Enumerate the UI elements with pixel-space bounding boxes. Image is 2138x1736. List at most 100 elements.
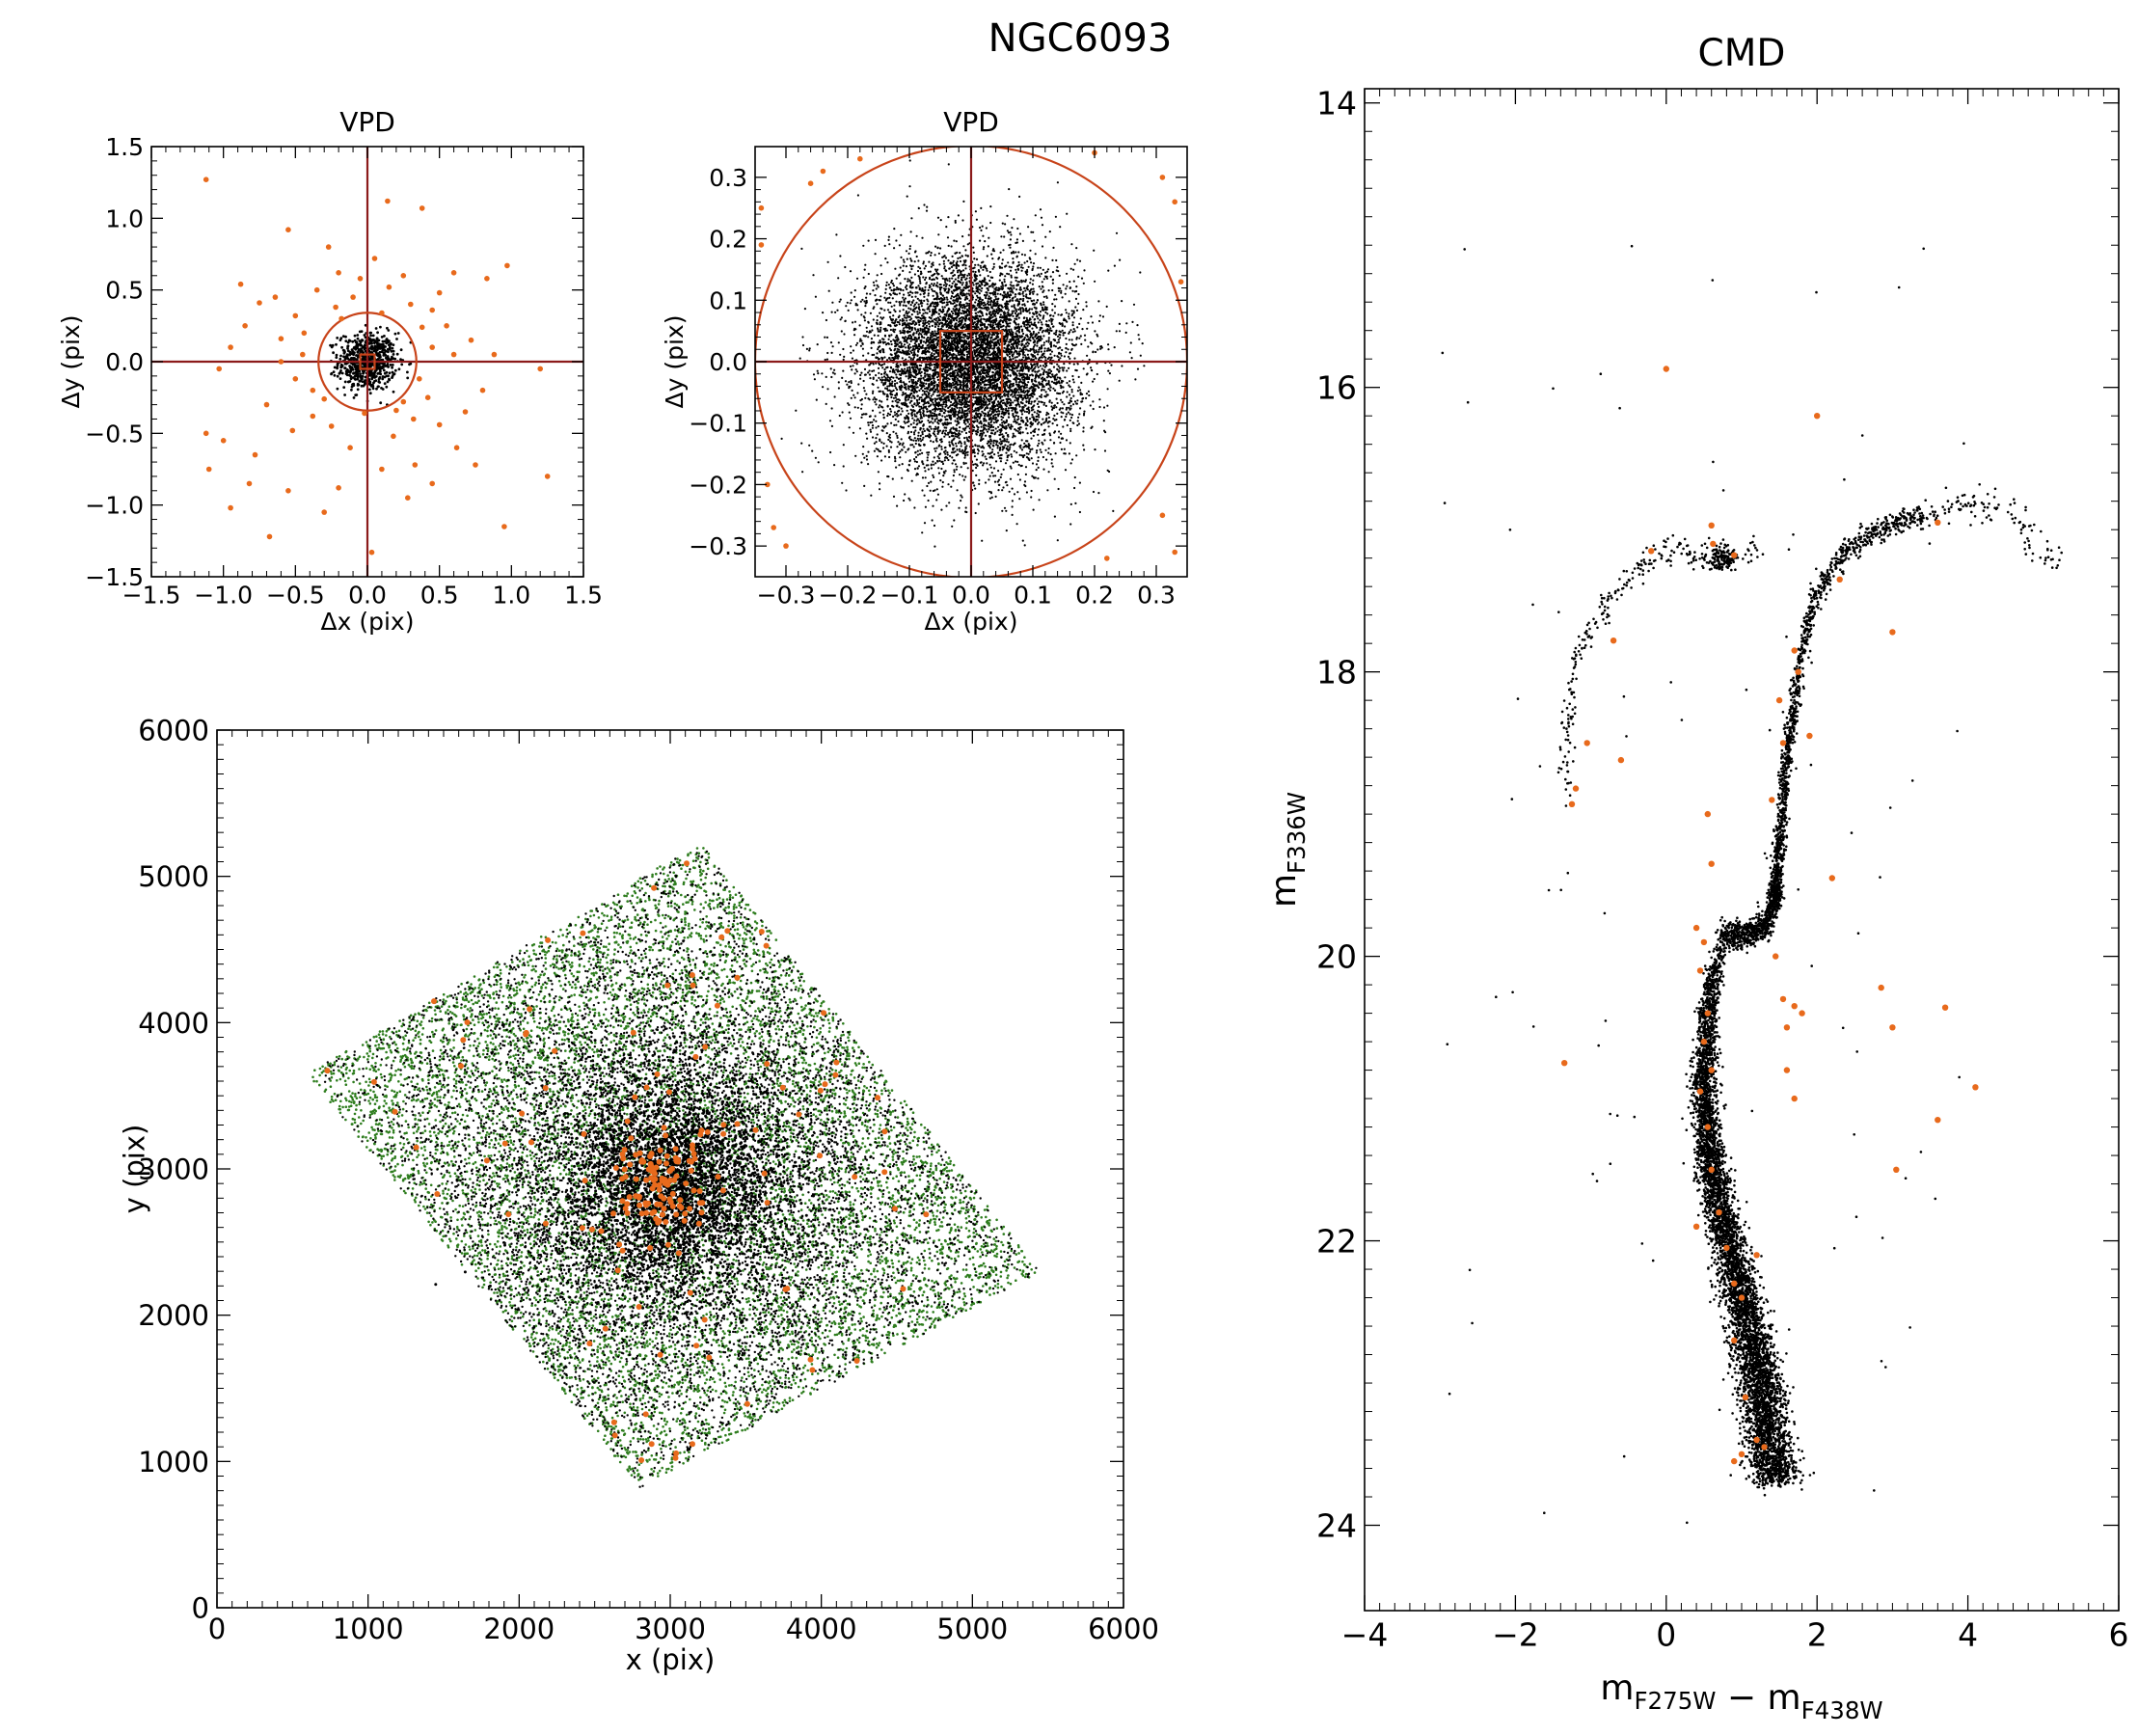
vpd-zoom-selected-stars-point — [1012, 357, 1015, 361]
vpd-zoom-selected-stars-point — [837, 277, 840, 280]
vpd-zoom-selected-stars-point — [932, 285, 935, 287]
vpd-zoom-selected-stars-point — [965, 292, 968, 295]
vpd-zoom-selected-stars-point — [951, 255, 954, 258]
vpd-zoom-selected-stars-point — [878, 358, 880, 361]
vpd-zoom-selected-stars-point — [950, 245, 953, 248]
vpd-zoom-selected-stars-point — [1037, 445, 1040, 448]
vpd-wide-rejected-stars-point — [362, 410, 367, 417]
vpd-zoom-selected-stars-point — [1008, 273, 1011, 276]
vpd-wide-selected-stars-point — [360, 384, 364, 388]
vpd-wide-selected-stars-point — [339, 354, 342, 358]
vpd-zoom-selected-stars-point — [848, 403, 851, 406]
vpd-zoom-selected-stars-point — [1026, 259, 1029, 263]
vpd-zoom-selected-stars-point — [812, 373, 816, 376]
vpd-zoom-selected-stars-point — [879, 411, 881, 414]
vpd-wide-rejected-stars-point — [242, 323, 248, 329]
vpd-zoom-selected-stars-point — [957, 276, 960, 280]
vpd-zoom-selected-stars-point — [957, 357, 960, 361]
vpd-zoom-selected-stars-point — [1043, 350, 1046, 353]
vpd-zoom-selected-stars-point — [919, 413, 922, 416]
vpd-zoom-selected-stars-point — [924, 505, 928, 508]
vpd-zoom-selected-stars-point — [1039, 311, 1042, 313]
vpd-zoom-selected-stars-point — [1077, 375, 1080, 378]
vpd-zoom-selected-stars-point — [981, 450, 984, 453]
vpd-zoom-selected-stars-point — [934, 330, 936, 333]
vpd-wide-rejected-stars-point — [408, 301, 414, 308]
vpd-zoom-selected-stars-point — [948, 502, 951, 504]
vpd-zoom-selected-stars-point — [992, 467, 996, 470]
vpd-wide-selected-stars-point — [375, 348, 378, 352]
vpd-wide-selected-stars-point — [381, 375, 385, 378]
vpd-zoom-selected-stars-point — [938, 323, 941, 326]
vpd-zoom-selected-stars-point — [1059, 377, 1062, 380]
vpd-zoom-selected-stars-point — [1070, 416, 1073, 420]
vpd-zoom-selected-stars-point — [922, 319, 925, 322]
vpd-wide-selected-stars-point — [361, 349, 364, 353]
vpd-zoom-selected-stars-point — [920, 377, 923, 380]
vpd-zoom-selected-stars-point — [988, 349, 990, 352]
vpd-zoom-selected-stars-point — [935, 414, 938, 417]
vpd-zoom-selected-stars-point — [952, 264, 955, 267]
vpd-zoom-selected-stars-point — [977, 263, 980, 266]
vpd-zoom-selected-stars-point — [1060, 448, 1063, 450]
vpd-zoom-selected-stars-point — [1019, 312, 1022, 315]
vpd-zoom-selected-stars-point — [862, 354, 865, 357]
vpd-zoom-selected-stars-point — [1040, 450, 1042, 453]
vpd-zoom-selected-stars-point — [1041, 306, 1043, 309]
vpd-zoom-selected-stars-point — [1080, 400, 1083, 403]
vpd-wide-rejected-stars-point — [436, 289, 443, 296]
vpd-zoom-selected-stars-point — [982, 424, 986, 427]
vpd-zoom-selected-stars-point — [864, 312, 867, 314]
vpd-wide-selected-stars-point — [377, 385, 380, 389]
vpd-zoom-selected-stars-point — [920, 407, 923, 410]
vpd-zoom-selected-stars-point — [940, 448, 943, 450]
vpd-zoom-selected-stars-point — [1074, 502, 1077, 505]
vpd-zoom-selected-stars-point — [1065, 287, 1068, 290]
vpd-wide-rejected-stars-point — [400, 273, 407, 279]
vpd-zoom-selected-stars-point — [860, 371, 863, 374]
vpd-wide-selected-stars-point — [344, 339, 348, 342]
vpd-zoom-selected-stars-point — [1062, 425, 1065, 428]
vpd-zoom-selected-stars-point — [852, 431, 855, 434]
vpd-zoom-selected-stars-point — [999, 313, 1002, 316]
vpd-zoom-selected-stars-point — [837, 387, 841, 390]
vpd-zoom-selected-stars-point — [1073, 262, 1076, 265]
vpd-wide-selected-stars-point — [356, 366, 359, 370]
vpd-zoom-selected-stars-point — [987, 275, 989, 278]
vpd-zoom-selected-stars-point — [1037, 414, 1041, 417]
vpd-zoom-selected-stars-point — [958, 506, 961, 509]
vpd-zoom-selected-stars-point — [981, 286, 984, 290]
vpd-zoom-selected-stars-point — [940, 440, 943, 443]
vpd-zoom-selected-stars-point — [1057, 340, 1061, 343]
vpd-wide-ytick-label: 0.5 — [105, 277, 144, 305]
vpd-zoom-selected-stars-point — [918, 299, 921, 302]
vpd-zoom-selected-stars-point — [1121, 365, 1123, 367]
vpd-zoom-selected-stars-point — [955, 423, 959, 426]
vpd-zoom-selected-stars-point — [902, 309, 905, 312]
vpd-zoom-selected-stars-point — [956, 465, 959, 468]
vpd-zoom-selected-stars-point — [960, 500, 962, 502]
vpd-zoom-selected-stars-point — [991, 315, 994, 318]
vpd-zoom-selected-stars-point — [907, 280, 909, 283]
vpd-zoom-selected-stars-point — [938, 459, 941, 462]
vpd-zoom-selected-stars-point — [1050, 350, 1053, 353]
vpd-zoom-selected-stars-point — [903, 499, 906, 502]
vpd-wide-selected-stars-point — [345, 373, 349, 377]
vpd-wide-rejected-stars-point — [393, 407, 399, 414]
vpd-zoom-selected-stars-point — [1005, 425, 1008, 428]
vpd-zoom-selected-stars-point — [978, 482, 981, 485]
vpd-zoom-selected-stars-point — [1034, 399, 1037, 402]
vpd-wide-selected-stars-point — [372, 381, 375, 385]
vpd-zoom-selected-stars-point — [892, 405, 895, 408]
vpd-zoom-selected-stars-point — [947, 433, 950, 436]
vpd-zoom-selected-stars-point — [1060, 416, 1063, 419]
vpd-zoom-selected-stars-point — [941, 325, 944, 328]
vpd-zoom-selected-stars-point — [1095, 350, 1097, 354]
vpd-zoom-selected-stars-point — [1050, 462, 1053, 465]
vpd-zoom-selected-stars-point — [1005, 440, 1008, 443]
vpd-zoom-selected-stars-point — [944, 354, 947, 357]
vpd-wide-xtick-label: 1.0 — [492, 582, 530, 610]
vpd-zoom-selected-stars-point — [944, 429, 948, 432]
vpd-zoom-selected-stars-point — [902, 442, 905, 445]
vpd-zoom-selected-stars-point — [1038, 420, 1041, 424]
